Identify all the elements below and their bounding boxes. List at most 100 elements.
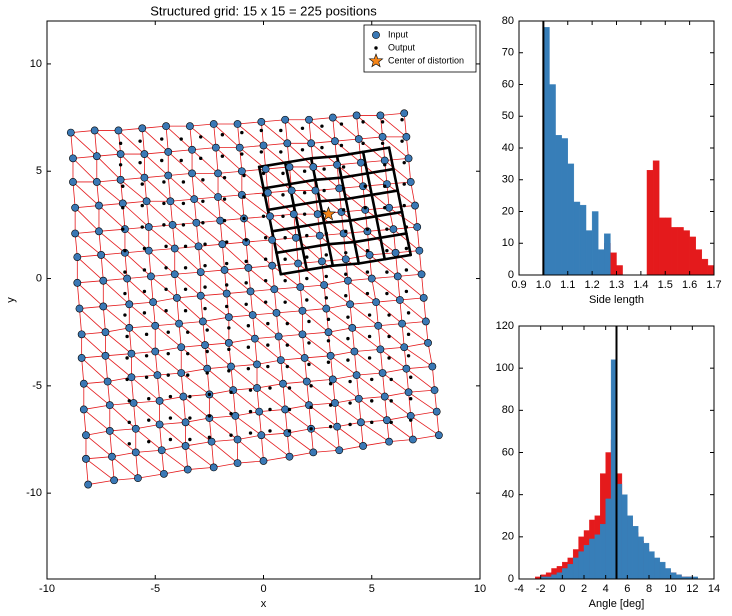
mesh-edge (202, 316, 229, 322)
mesh-edge (287, 428, 312, 434)
mesh-edge (358, 398, 362, 423)
mesh-edge (258, 411, 288, 434)
mesh-edge (161, 450, 165, 474)
highlight-grid-line (383, 253, 413, 261)
mesh-edge (308, 402, 335, 406)
point-circle (281, 405, 290, 414)
point-point (144, 375, 149, 379)
point-circle (296, 283, 305, 292)
point-circle (101, 328, 110, 337)
point-circle (302, 377, 311, 386)
histogram-bar (567, 163, 575, 275)
point-circle (77, 330, 86, 339)
x-axis-label: Side length (589, 294, 644, 306)
mesh-edge (198, 243, 223, 247)
point-point (164, 287, 168, 291)
mesh-edge (200, 293, 227, 297)
mesh-edge (232, 390, 236, 416)
y-tick-label: 0 (36, 272, 42, 284)
point-point (140, 225, 144, 229)
mesh-edge (393, 229, 396, 253)
mesh-edge (88, 479, 115, 485)
histogram-bar (689, 236, 696, 275)
mesh-edge (120, 179, 147, 202)
mesh-edge (401, 323, 429, 344)
mesh-edge (129, 327, 156, 352)
chart-title: Structured grid: 15 x 15 = 225 positions (150, 3, 377, 18)
point-circle (307, 139, 316, 148)
highlight-grid-line (279, 268, 309, 276)
mesh-edge (187, 467, 214, 470)
point-circle (233, 120, 242, 128)
point-circle (211, 143, 220, 152)
mesh-edge (254, 338, 258, 365)
point-circle (391, 248, 400, 257)
point-point (287, 407, 292, 412)
mesh-edge (131, 377, 134, 404)
point-point (363, 163, 367, 167)
mesh-edge (302, 308, 327, 312)
mesh-edge (185, 422, 212, 442)
mesh-edge (302, 334, 331, 357)
mesh-edge (79, 308, 106, 333)
point-point (188, 437, 192, 442)
highlight-grid-line (361, 146, 391, 154)
point-circle (359, 442, 367, 450)
mesh-edge (256, 387, 286, 410)
mesh-edge (380, 112, 405, 116)
y-tick-label: 60 (502, 446, 514, 458)
mesh-edge (222, 241, 247, 245)
mesh-edge (326, 308, 353, 329)
mesh-edge (148, 248, 175, 252)
point-circle (233, 459, 242, 468)
mesh-edge (94, 130, 121, 155)
histogram-bar (579, 204, 587, 275)
point-circle (175, 319, 183, 328)
mesh-edge (172, 224, 199, 247)
mesh-edge (85, 430, 110, 436)
mesh-edge (109, 430, 113, 457)
point-circle (116, 150, 125, 158)
point-circle (300, 354, 309, 362)
highlight-grid-line (301, 247, 309, 272)
histogram-bar (621, 494, 628, 579)
mesh-edge (213, 123, 240, 148)
mesh-edge (209, 415, 236, 419)
point-circle (77, 354, 86, 362)
mesh-edge (239, 147, 243, 172)
mesh-edge (386, 415, 411, 421)
mesh-edge (170, 201, 173, 225)
mesh-edge (109, 428, 136, 432)
point-point (339, 143, 344, 148)
mesh-edge (144, 175, 169, 179)
point-circle (352, 111, 361, 120)
mesh-edge (157, 375, 160, 401)
highlight-grid-line (370, 193, 378, 218)
mesh-edge (85, 434, 113, 457)
mesh-edge (408, 389, 435, 393)
mesh-edge (421, 274, 425, 298)
mesh-edge (287, 143, 314, 168)
mesh-edge (369, 254, 373, 279)
mesh-edge (286, 433, 290, 457)
point-point (127, 399, 131, 403)
point-circle (417, 270, 426, 279)
point-circle (125, 300, 134, 309)
mesh-edge (204, 344, 232, 367)
mesh-edge (230, 366, 234, 391)
mesh-edge (196, 220, 221, 224)
mesh-edge (313, 449, 340, 453)
mesh-edge (382, 372, 386, 397)
legend-marker (368, 53, 384, 68)
point-point (404, 268, 409, 272)
histogram-bar (632, 526, 639, 579)
point-point (162, 180, 166, 184)
point-circle (419, 293, 428, 302)
mesh-edge (363, 441, 390, 447)
point-point (121, 206, 125, 210)
highlight-grid-line (322, 219, 352, 225)
x-tick-label: 12 (686, 583, 698, 595)
histogram-bar (567, 564, 574, 579)
mesh-edge (282, 383, 286, 410)
mesh-edge (358, 396, 385, 400)
